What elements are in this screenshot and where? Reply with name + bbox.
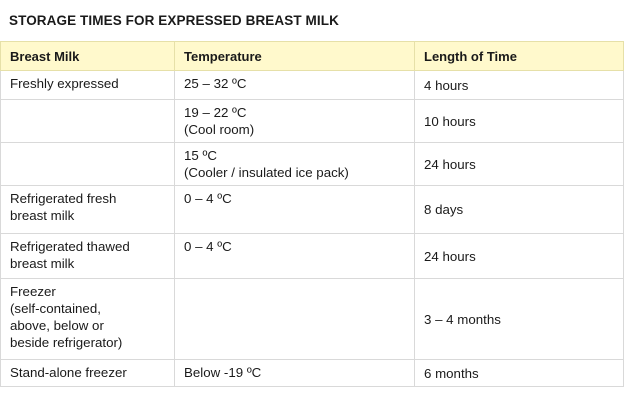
cell-breast-milk-line: above, below or	[10, 318, 104, 333]
table-row: 15 ºC (Cooler / insulated ice pack) 24 hou…	[0, 142, 624, 186]
cell-temperature-line: (Cooler / insulated ice pack)	[184, 165, 349, 180]
column-header-breast-milk: Breast Milk	[0, 41, 175, 71]
cell-temperature: 25 – 32 ºC	[174, 70, 415, 100]
cell-temperature-line: 0 – 4 ºC	[184, 239, 232, 254]
column-header-length-of-time: Length of Time	[414, 41, 624, 71]
column-header-temperature: Temperature	[174, 41, 415, 71]
cell-temperature-line: (Cool room)	[184, 122, 255, 137]
cell-breast-milk-line: beside refrigerator)	[10, 335, 123, 350]
cell-breast-milk-line: breast milk	[10, 208, 75, 223]
cell-temperature: 15 ºC (Cooler / insulated ice pack)	[174, 142, 415, 186]
cell-breast-milk-line: Freezer	[10, 284, 56, 299]
cell-length-of-time: 24 hours	[414, 142, 624, 186]
table-row: Stand-alone freezer Below -19 ºC 6 months	[0, 359, 624, 387]
cell-breast-milk: Stand-alone freezer	[0, 359, 175, 387]
table-row: Freezer (self-contained, above, below or be…	[0, 278, 624, 360]
cell-temperature-line: 19 – 22 ºC	[184, 105, 247, 120]
cell-temperature-line: 25 – 32 ºC	[184, 76, 247, 91]
cell-temperature	[174, 278, 415, 360]
cell-temperature-line: 0 – 4 ºC	[184, 191, 232, 206]
cell-breast-milk	[0, 99, 175, 143]
cell-length-of-time: 10 hours	[414, 99, 624, 143]
cell-length-of-time: 4 hours	[414, 70, 624, 100]
cell-length-of-time: 8 days	[414, 185, 624, 234]
cell-length-of-time: 6 months	[414, 359, 624, 387]
cell-breast-milk: Freezer (self-contained, above, below or be…	[0, 278, 175, 360]
table-header-row: Breast Milk Temperature Length of Time	[0, 41, 624, 71]
cell-breast-milk: Refrigerated fresh breast milk	[0, 185, 175, 234]
cell-temperature-line: 15 ºC	[184, 148, 217, 163]
cell-temperature: Below -19 ºC	[174, 359, 415, 387]
cell-breast-milk: Freshly expressed	[0, 70, 175, 100]
cell-breast-milk-line: Freshly expressed	[10, 76, 119, 91]
cell-breast-milk-line: breast milk	[10, 256, 75, 271]
cell-breast-milk: Refrigerated thawed breast milk	[0, 233, 175, 279]
cell-temperature: 19 – 22 ºC (Cool room)	[174, 99, 415, 143]
cell-breast-milk-line: Stand-alone freezer	[10, 365, 127, 380]
cell-breast-milk-line: (self-contained,	[10, 301, 101, 316]
cell-breast-milk-line: Refrigerated fresh	[10, 191, 117, 206]
page-title: STORAGE TIMES FOR EXPRESSED BREAST MILK	[9, 13, 339, 28]
cell-temperature-line: Below -19 ºC	[184, 365, 262, 380]
table-row: Refrigerated fresh breast milk 0 – 4 ºC 8 d…	[0, 185, 624, 234]
cell-temperature: 0 – 4 ºC	[174, 233, 415, 279]
table-row: Refrigerated thawed breast milk 0 – 4 ºC 24…	[0, 233, 624, 279]
table-row: 19 – 22 ºC (Cool room) 10 hours	[0, 99, 624, 143]
cell-breast-milk	[0, 142, 175, 186]
cell-temperature: 0 – 4 ºC	[174, 185, 415, 234]
cell-length-of-time: 24 hours	[414, 233, 624, 279]
cell-breast-milk-line: Refrigerated thawed	[10, 239, 130, 254]
cell-length-of-time: 3 – 4 months	[414, 278, 624, 360]
table-row: Freshly expressed 25 – 32 ºC 4 hours	[0, 70, 624, 100]
storage-times-table: Breast Milk Temperature Length of Time F…	[0, 41, 624, 387]
